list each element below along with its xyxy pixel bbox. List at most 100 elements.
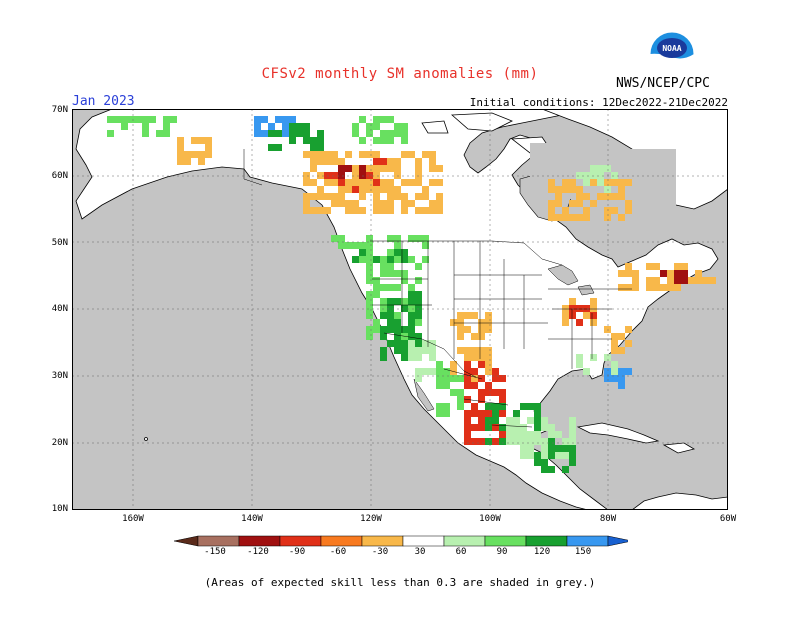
anomaly-cell	[394, 270, 401, 277]
anomaly-cell	[359, 165, 366, 172]
anomaly-cell	[541, 466, 548, 473]
anomaly-cell	[527, 445, 534, 452]
anomaly-cell	[352, 200, 359, 207]
anomaly-cell	[576, 186, 583, 193]
anomaly-cell	[408, 291, 415, 298]
anomaly-cell	[415, 298, 422, 305]
anomaly-cell	[457, 396, 464, 403]
anomaly-cell	[373, 284, 380, 291]
colorbar-segment	[566, 535, 609, 547]
anomaly-cell	[254, 116, 261, 123]
anomaly-cell	[653, 284, 660, 291]
anomaly-cell	[289, 123, 296, 130]
anomaly-cell	[163, 123, 170, 130]
anomaly-cell	[604, 186, 611, 193]
anomaly-cell	[471, 375, 478, 382]
anomaly-cell	[345, 186, 352, 193]
anomaly-cell	[548, 438, 555, 445]
anomaly-cell	[478, 389, 485, 396]
anomaly-cell	[387, 235, 394, 242]
anomaly-cell	[548, 179, 555, 186]
anomaly-cell	[527, 431, 534, 438]
anomaly-cell	[275, 130, 282, 137]
anomaly-cells	[107, 116, 716, 473]
anomaly-cell	[569, 417, 576, 424]
anomaly-cell	[569, 186, 576, 193]
anomaly-cell	[401, 179, 408, 186]
anomaly-cell	[604, 207, 611, 214]
anomaly-cell	[394, 242, 401, 249]
anomaly-cell	[429, 207, 436, 214]
anomaly-cell	[604, 165, 611, 172]
anomaly-cell	[408, 284, 415, 291]
colorbar-segment	[279, 535, 322, 547]
lat-label-20n: 20N	[51, 438, 68, 448]
anomaly-cell	[695, 277, 702, 284]
initial-conditions: Initial conditions: 12Dec2022-21Dec2022	[469, 96, 728, 109]
anomaly-cell	[359, 137, 366, 144]
anomaly-cell	[401, 333, 408, 340]
anomaly-cell	[359, 256, 366, 263]
anomaly-cell	[387, 249, 394, 256]
anomaly-cell	[331, 172, 338, 179]
anomaly-cell	[422, 340, 429, 347]
anomaly-cell	[268, 144, 275, 151]
map-title: CFSv2 monthly SM anomalies (mm)	[261, 66, 539, 82]
anomaly-cell	[366, 312, 373, 319]
anomaly-cell	[590, 312, 597, 319]
anomaly-cell	[352, 123, 359, 130]
anomaly-cell	[604, 375, 611, 382]
anomaly-cell	[506, 438, 513, 445]
anomaly-cell	[387, 298, 394, 305]
anomaly-cell	[149, 116, 156, 123]
anomaly-cell	[450, 389, 457, 396]
anomaly-cell	[618, 368, 625, 375]
anomaly-cell	[604, 368, 611, 375]
anomaly-cell	[380, 298, 387, 305]
lat-label-40n: 40N	[51, 304, 68, 314]
hispaniola	[662, 442, 696, 454]
anomaly-cell	[562, 312, 569, 319]
anomaly-cell	[415, 165, 422, 172]
anomaly-cell	[387, 193, 394, 200]
anomaly-cell	[352, 207, 359, 214]
anomaly-cell	[674, 263, 681, 270]
anomaly-cell	[380, 200, 387, 207]
anomaly-cell	[464, 410, 471, 417]
anomaly-cell	[499, 375, 506, 382]
anomaly-cell	[436, 403, 443, 410]
anomaly-cell	[282, 116, 289, 123]
anomaly-cell	[478, 333, 485, 340]
colorbar-segment	[484, 535, 527, 547]
anomaly-cell	[450, 361, 457, 368]
anomaly-cell	[380, 333, 387, 340]
anomaly-cell	[317, 172, 324, 179]
anomaly-cell	[562, 438, 569, 445]
anomaly-cell	[380, 130, 387, 137]
lon-label-140w: 140W	[241, 514, 263, 524]
anomaly-cell	[338, 200, 345, 207]
anomaly-cell	[408, 326, 415, 333]
anomaly-cell	[429, 347, 436, 354]
anomaly-cell	[366, 172, 373, 179]
anomaly-cell	[562, 452, 569, 459]
anomaly-cell	[373, 151, 380, 158]
anomaly-cell	[625, 340, 632, 347]
anomaly-cell	[387, 116, 394, 123]
anomaly-cell	[513, 410, 520, 417]
anomaly-cell	[667, 284, 674, 291]
anomaly-cell	[373, 291, 380, 298]
anomaly-cell	[296, 123, 303, 130]
anomaly-cell	[520, 452, 527, 459]
anomaly-cell	[317, 186, 324, 193]
anomaly-cell	[114, 116, 121, 123]
anomaly-cell	[366, 242, 373, 249]
anomaly-cell	[562, 186, 569, 193]
anomaly-cell	[548, 452, 555, 459]
lat-label-50n: 50N	[51, 238, 68, 248]
anomaly-cell	[380, 305, 387, 312]
anomaly-cell	[590, 319, 597, 326]
anomaly-cell	[618, 179, 625, 186]
colorbar-tick-label: 150	[574, 547, 592, 557]
